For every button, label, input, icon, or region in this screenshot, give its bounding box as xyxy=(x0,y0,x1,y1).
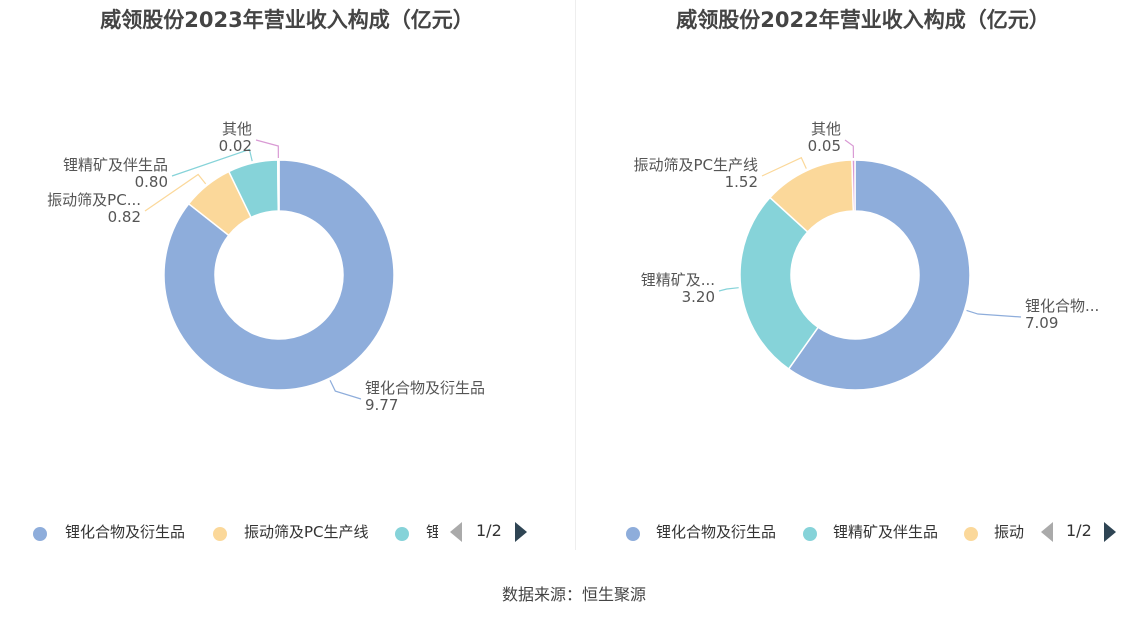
leader-line-lithium-concentrate xyxy=(718,287,739,292)
leader-line-lithium-compounds xyxy=(329,380,362,400)
chart-panel-2023: 威领股份2023年营业收入构成（亿元） 锂化合物及衍生品 9.77 振动筛及PC..… xyxy=(0,0,574,550)
slice-label-lithium-concentrate: 锂精矿及伴生品 xyxy=(63,156,168,174)
slice-value-lithium-compounds: 9.77 xyxy=(365,396,398,414)
legend-prev-page-icon[interactable] xyxy=(450,522,462,542)
slice-value-lithium-concentrate: 3.20 xyxy=(682,288,715,306)
slice-lithium-compounds[interactable] xyxy=(163,159,395,391)
legend-clip: 振动 xyxy=(994,518,1030,546)
slice-label-lithium-compounds: 锂化合物... xyxy=(1025,297,1099,315)
leader-line-screen-pc xyxy=(144,173,207,212)
chart-panel-2022: 威领股份2022年营业收入构成（亿元） 锂化合物... 7.09 锂精矿及... 3.… xyxy=(576,0,1148,550)
slice-label-screen-pc: 振动筛及PC生产线 xyxy=(633,156,758,174)
legend-page-indicator: 1/2 xyxy=(1066,521,1092,540)
slice-label-screen-pc: 振动筛及PC... xyxy=(47,191,141,209)
legend-item-screen-pc[interactable]: 振动 xyxy=(994,523,1025,541)
slice-label-lithium-concentrate: 锂精矿及... xyxy=(641,271,715,289)
slice-label-lithium-compounds: 锂化合物及衍生品 xyxy=(365,379,485,397)
legend-clip: 锂 xyxy=(426,518,438,546)
leader-line-other xyxy=(255,139,279,159)
slice-value-other: 0.05 xyxy=(808,137,841,155)
legend-2022: 锂化合物及衍生品 锂精矿及伴生品 振动 1/2 xyxy=(576,518,1148,546)
slice-value-lithium-concentrate: 0.80 xyxy=(135,173,168,191)
slice-other[interactable] xyxy=(276,159,280,212)
legend-item-lithium-concentrate[interactable]: 锂 xyxy=(426,523,438,541)
legend-swatch-lithium-compounds xyxy=(626,527,640,541)
leader-line-lithium-compounds xyxy=(966,309,1022,318)
leader-line-lithium-concentrate xyxy=(171,148,253,177)
legend-swatch-lithium-compounds xyxy=(33,527,47,541)
legend-next-page-icon[interactable] xyxy=(515,522,527,542)
legend-swatch-lithium-concentrate xyxy=(395,527,409,541)
slice-value-screen-pc: 0.82 xyxy=(108,208,141,226)
slice-label-other: 其他 xyxy=(811,120,841,138)
slice-lithium-concentrate[interactable] xyxy=(739,196,820,371)
legend-item-screen-pc[interactable]: 振动筛及PC生产线 xyxy=(244,523,369,541)
chart-title: 威领股份2022年营业收入构成（亿元） xyxy=(676,8,1050,32)
legend-swatch-lithium-concentrate xyxy=(803,527,817,541)
slice-value-other: 0.02 xyxy=(219,137,252,155)
legend-swatch-screen-pc xyxy=(213,527,227,541)
leader-line-other xyxy=(844,139,855,159)
chart-title: 威领股份2023年营业收入构成（亿元） xyxy=(100,8,474,32)
slice-value-screen-pc: 1.52 xyxy=(725,173,758,191)
slice-lithium-compounds[interactable] xyxy=(787,159,971,391)
legend-2023: 锂化合物及衍生品 振动筛及PC生产线 锂 1/2 xyxy=(0,518,574,546)
legend-next-page-icon[interactable] xyxy=(1104,522,1116,542)
leader-line-screen-pc xyxy=(761,156,807,177)
legend-swatch-screen-pc xyxy=(964,527,978,541)
slice-value-lithium-compounds: 7.09 xyxy=(1025,314,1058,332)
data-source: 数据来源：恒生聚源 xyxy=(501,585,646,604)
legend-item-lithium-concentrate[interactable]: 锂精矿及伴生品 xyxy=(833,523,939,541)
legend-prev-page-icon[interactable] xyxy=(1041,522,1053,542)
slice-label-other: 其他 xyxy=(222,120,252,138)
panel-divider xyxy=(575,0,576,550)
slice-other[interactable] xyxy=(851,159,856,212)
legend-page-indicator: 1/2 xyxy=(476,521,502,540)
legend-item-lithium-compounds[interactable]: 锂化合物及衍生品 xyxy=(65,523,186,541)
legend-item-lithium-compounds[interactable]: 锂化合物及衍生品 xyxy=(656,523,777,541)
